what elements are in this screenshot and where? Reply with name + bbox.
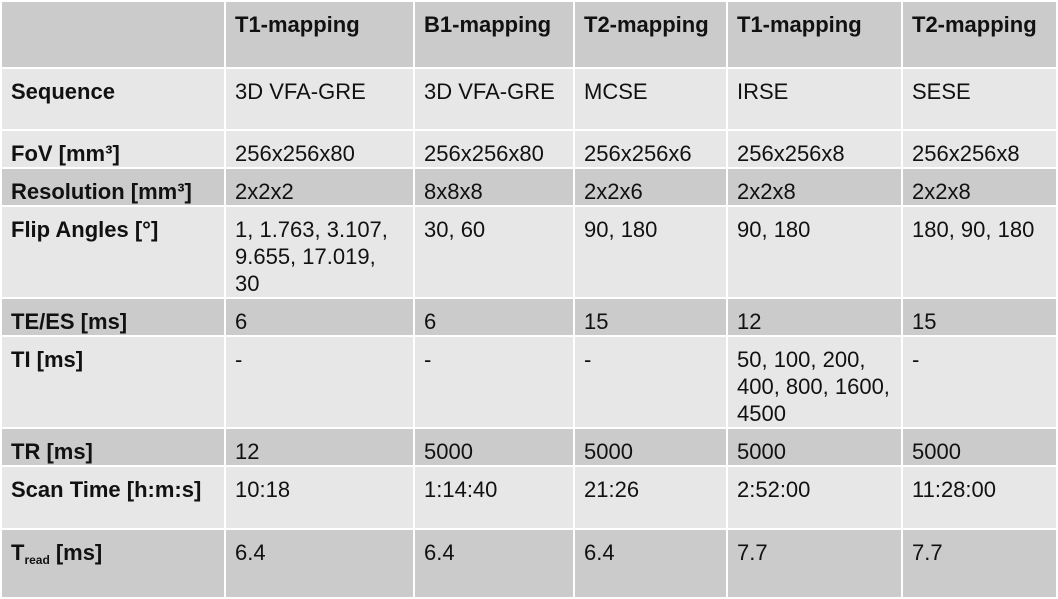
table-cell: -	[224, 335, 415, 429]
row-label: TR [ms]	[0, 427, 226, 467]
table-cell: 12	[726, 297, 903, 337]
table-cell: 10:18	[224, 465, 415, 530]
row-label: Scan Time [h:m:s]	[0, 465, 226, 530]
table-cell: 256x256x8	[901, 129, 1058, 169]
table-cell: SESE	[901, 67, 1058, 131]
table-cell: 5000	[413, 427, 575, 467]
row-label: Tread [ms]	[0, 528, 226, 599]
row-label: FoV [mm³]	[0, 129, 226, 169]
corner-cell	[0, 0, 226, 69]
row-label: Sequence	[0, 67, 226, 131]
table-cell: MCSE	[573, 67, 728, 131]
table-cell: 21:26	[573, 465, 728, 530]
table-cell: 256x256x80	[224, 129, 415, 169]
table-row: TE/ES [ms] 6 6 15 12 15	[0, 297, 1058, 337]
table-cell: 30, 60	[413, 205, 575, 299]
row-label: Flip Angles [°]	[0, 205, 226, 299]
table-cell: -	[573, 335, 728, 429]
table-cell: 256x256x6	[573, 129, 728, 169]
table-cell: -	[901, 335, 1058, 429]
table-cell: 180, 90, 180	[901, 205, 1058, 299]
table-cell: 7.7	[901, 528, 1058, 599]
table-cell: 3D VFA-GRE	[224, 67, 415, 131]
label-subscript: read	[24, 553, 50, 567]
table-cell: 256x256x8	[726, 129, 903, 169]
table-row: Flip Angles [°] 1, 1.763, 3.107, 9.655, 1…	[0, 205, 1058, 299]
table-row: FoV [mm³] 256x256x80 256x256x80 256x256x6 25…	[0, 129, 1058, 169]
table-cell: 90, 180	[726, 205, 903, 299]
header-row: T1-mapping B1-mapping T2-mapping T1-mapping…	[0, 0, 1058, 69]
table-cell: 6.4	[573, 528, 728, 599]
table-row: TR [ms] 12 5000 5000 5000 5000	[0, 427, 1058, 467]
table-cell: 3D VFA-GRE	[413, 67, 575, 131]
table-cell: 6	[224, 297, 415, 337]
table-row: TI [ms] - - -50, 100, 200, 400, 800, 1600, …	[0, 335, 1058, 429]
table-row: Tread [ms] 6.4 6.4 6.4 7.7 7.7	[0, 528, 1058, 599]
table-cell: 8x8x8	[413, 167, 575, 207]
table-cell: 2x2x8	[901, 167, 1058, 207]
table-cell: 11:28:00	[901, 465, 1058, 530]
table-cell: 15	[573, 297, 728, 337]
table-cell: 5000	[573, 427, 728, 467]
row-label: TI [ms]	[0, 335, 226, 429]
table-cell: 1, 1.763, 3.107, 9.655, 17.019, 30	[224, 205, 415, 299]
label-rest: [ms]	[55, 540, 103, 565]
label-main: T	[11, 540, 25, 565]
table-cell: 12	[224, 427, 415, 467]
table-cell: 50, 100, 200, 400, 800, 1600, 4500	[726, 335, 903, 429]
table-cell: 6.4	[224, 528, 415, 599]
table-cell: 90, 180	[573, 205, 728, 299]
column-header: B1-mapping	[413, 0, 575, 69]
table-cell: 6	[413, 297, 575, 337]
column-header: T2-mapping	[573, 0, 728, 69]
table-row: Resolution [mm³] 2x2x2 8x8x8 2x2x6 2x2x8 2x2x…	[0, 167, 1058, 207]
column-header: T2-mapping	[901, 0, 1058, 69]
table-cell: 15	[901, 297, 1058, 337]
table-cell: 5000	[726, 427, 903, 467]
column-header: T1-mapping	[726, 0, 903, 69]
column-header: T1-mapping	[224, 0, 415, 69]
row-label: Resolution [mm³]	[0, 167, 226, 207]
table-row: Scan Time [h:m:s] 10:18 1:14:40 21:26 2:52:0…	[0, 465, 1058, 530]
table-cell: -	[413, 335, 575, 429]
table-cell: 2x2x2	[224, 167, 415, 207]
table-cell: 2x2x8	[726, 167, 903, 207]
table-cell: 5000	[901, 427, 1058, 467]
table-row: Sequence 3D VFA-GRE 3D VFA-GRE MCSE IRSE SESE	[0, 67, 1058, 131]
table-cell: IRSE	[726, 67, 903, 131]
table-cell: 7.7	[726, 528, 903, 599]
table-cell: 2x2x6	[573, 167, 728, 207]
table-cell: 6.4	[413, 528, 575, 599]
table-cell: 256x256x80	[413, 129, 575, 169]
table-cell: 2:52:00	[726, 465, 903, 530]
row-label: TE/ES [ms]	[0, 297, 226, 337]
table-cell: 1:14:40	[413, 465, 575, 530]
